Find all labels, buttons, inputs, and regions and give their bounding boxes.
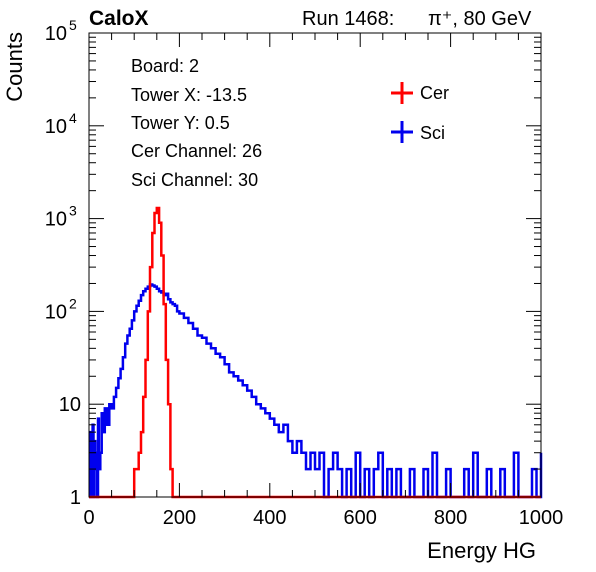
x-tick-label: 400	[253, 507, 286, 529]
y-tick-exponent: 5	[69, 17, 77, 33]
y-tick-label: 10	[45, 301, 67, 323]
x-axis-title: Energy HG	[427, 538, 536, 563]
run-label: Run 1468:	[302, 8, 394, 30]
legend-cer-marker-icon	[391, 82, 413, 104]
info-cer-channel: Cer Channel: 26	[131, 141, 262, 161]
y-tick-exponent: 2	[69, 295, 77, 311]
beam-label: π⁺, 80 GeV	[428, 8, 532, 30]
y-tick-label: 10	[45, 23, 67, 45]
y-tick-label: 10	[59, 394, 81, 416]
y-tick-exponent: 3	[69, 203, 77, 219]
info-tower-y: Tower Y: 0.5	[131, 113, 230, 133]
legend: Cer Sci	[391, 82, 449, 143]
legend-sci-marker-icon	[391, 121, 413, 143]
x-tick-label: 200	[163, 507, 196, 529]
y-axis-title: Counts	[2, 32, 27, 102]
info-sci-channel: Sci Channel: 30	[131, 170, 258, 190]
series-layer	[88, 206, 543, 499]
y-tick-exponent: 4	[69, 110, 77, 126]
y-tick-label: 1	[70, 487, 81, 509]
y-tick-label: 10	[45, 209, 67, 231]
x-tick-label: 600	[344, 507, 377, 529]
series-cer-line	[89, 206, 541, 499]
series-sci-line	[88, 283, 543, 499]
y-tick-label: 10	[45, 116, 67, 138]
x-tick-label: 0	[83, 507, 94, 529]
experiment-label: CaloX	[89, 7, 149, 30]
info-board: Board: 2	[131, 56, 199, 76]
info-tower-x: Tower X: -13.5	[131, 85, 247, 105]
legend-cer-label: Cer	[420, 83, 449, 103]
x-tick-label: 1000	[519, 507, 564, 529]
x-tick-label: 800	[434, 507, 467, 529]
legend-sci-label: Sci	[420, 123, 445, 143]
